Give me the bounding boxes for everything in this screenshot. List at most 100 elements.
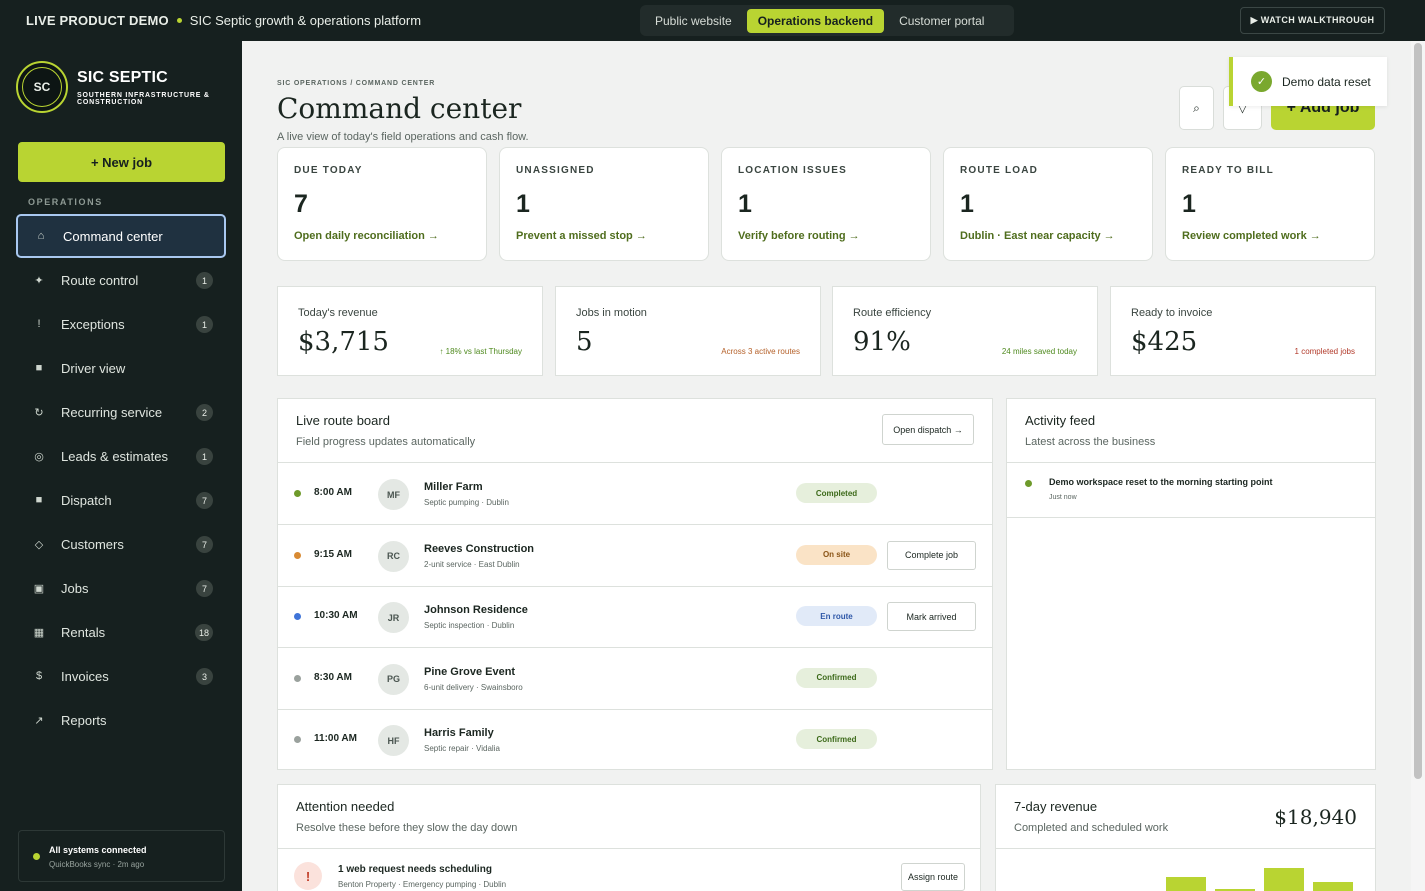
sidebar-item-command-center[interactable]: ⌂ Command center <box>16 214 226 258</box>
status-badge: Confirmed <box>796 667 877 688</box>
kpi-value: 1 <box>960 190 974 218</box>
sidebar-item-label: Leads & estimates <box>61 448 168 464</box>
status-dot <box>294 490 301 497</box>
view-operations-backend[interactable]: Operations backend <box>746 8 885 33</box>
sync-title: All systems connected <box>49 845 147 855</box>
divider <box>278 848 980 849</box>
kpi-card-due-today[interactable]: DUE TODAY 7 Open daily reconciliation → <box>277 147 487 261</box>
panel-subtitle: Field progress updates automatically <box>296 436 476 448</box>
sidebar-item-label: Customers <box>61 536 124 552</box>
sidebar-item-dispatch[interactable]: ■ Dispatch 7 <box>16 478 226 522</box>
stat-note: 1 completed jobs <box>1294 347 1355 356</box>
scrollbar-thumb[interactable] <box>1414 43 1422 779</box>
row-customer: Johnson Residence <box>424 604 528 616</box>
home-icon: ⌂ <box>37 230 45 242</box>
toast-text: Demo data reset <box>1282 74 1371 89</box>
divider <box>1007 462 1375 463</box>
divider <box>278 524 992 525</box>
kpi-card-location-issues[interactable]: LOCATION ISSUES 1 Verify before routing … <box>721 147 931 261</box>
row-customer: Pine Grove Event <box>424 665 516 678</box>
sidebar-item-route-control[interactable]: ✦ Route control 1 <box>16 258 226 302</box>
sidebar-item-rentals[interactable]: ▦ Rentals 18 <box>16 610 226 654</box>
sidebar-item-customers[interactable]: ◇ Customers 7 <box>16 522 226 566</box>
demo-label: LIVE PRODUCT DEMO <box>26 13 169 28</box>
count-badge: 3 <box>196 668 213 685</box>
table-row[interactable]: 10:30 AM JR Johnson Residence Septic inspec… <box>278 586 992 648</box>
divider <box>996 848 1375 849</box>
stat-value: 91% <box>853 327 911 357</box>
sync-status[interactable]: All systems connected QuickBooks sync · … <box>18 830 225 882</box>
table-row[interactable]: 11:00 AM HF Harris Family Septic repair · V… <box>278 709 992 771</box>
breadcrumb: SIC OPERATIONS / COMMAND CENTER <box>277 80 436 87</box>
kpi-card-ready-to-bill[interactable]: READY TO BILL 1 Review completed work → <box>1165 147 1375 261</box>
sidebar-item-label: Reports <box>61 712 107 728</box>
sync-status-dot <box>33 853 40 860</box>
table-row[interactable]: 9:15 AM RC Reeves Construction 2-unit servi… <box>278 525 992 587</box>
nav-section-label: OPERATIONS <box>28 197 103 207</box>
row-meta: Septic pumping · Dublin <box>424 498 509 507</box>
row-customer: Reeves Construction <box>424 542 535 555</box>
panel-subtitle: Completed and scheduled work <box>1014 822 1169 834</box>
kpi-card-unassigned[interactable]: UNASSIGNED 1 Prevent a missed stop → <box>499 147 709 261</box>
sidebar-item-leads-estimates[interactable]: ◎ Leads & estimates 1 <box>16 434 226 478</box>
avatar: PG <box>378 663 409 695</box>
complete-job-button[interactable]: Complete job <box>887 540 976 570</box>
count-badge: 2 <box>196 404 213 421</box>
count-badge: 1 <box>196 316 213 333</box>
kpi-link[interactable]: Prevent a missed stop → <box>516 230 647 242</box>
stat-card-revenue: Today's revenue $3,715 ↑ 18% vs last Thu… <box>277 286 543 376</box>
kpi-link[interactable]: Dublin · East near capacity → <box>960 230 1115 242</box>
count-badge: 1 <box>196 448 213 465</box>
kpi-value: 1 <box>516 190 530 218</box>
stat-note: Across 3 active routes <box>721 347 800 356</box>
search-icon: ⌕ <box>1193 100 1200 115</box>
attention-item-title: 1 web request needs scheduling <box>338 864 492 875</box>
kpi-link[interactable]: Verify before routing → <box>738 230 860 242</box>
kpi-value: 1 <box>1182 190 1196 218</box>
status-dot <box>294 613 301 620</box>
sidebar-item-reports[interactable]: ↗ Reports <box>16 698 226 742</box>
revenue-bar <box>1264 868 1304 891</box>
sidebar-item-recurring-service[interactable]: ↻ Recurring service 2 <box>16 390 226 434</box>
table-row[interactable]: 8:00 AM MF Miller Farm Septic pumping · Dub… <box>278 463 992 525</box>
brand-logo[interactable]: SC <box>16 61 68 113</box>
brand-name: SIC SEPTIC <box>77 69 168 86</box>
revenue-total: $18,940 <box>1274 805 1357 829</box>
mark-arrived-button[interactable]: Mark arrived <box>887 602 976 631</box>
attention-needed: Attention needed Resolve these before th… <box>277 784 981 891</box>
count-badge: 7 <box>196 492 213 509</box>
sidebar-item-jobs[interactable]: ▣ Jobs 7 <box>16 566 226 610</box>
panel-title: Live route board <box>296 413 390 428</box>
kpi-link[interactable]: Review completed work → <box>1182 230 1321 242</box>
table-row[interactable]: 8:30 AM PG Pine Grove Event 6-unit delivery… <box>278 648 992 710</box>
toast-notification: ✓ Demo data reset <box>1229 57 1387 106</box>
sidebar-item-label: Command center <box>63 228 163 244</box>
kpi-link[interactable]: Open daily reconciliation → <box>294 230 439 242</box>
revenue-bar <box>1215 889 1255 891</box>
view-public-website[interactable]: Public website <box>655 13 732 28</box>
stat-value: $425 <box>1131 327 1198 357</box>
sidebar-item-label: Invoices <box>61 668 109 684</box>
leads-icon: ◎ <box>34 450 44 463</box>
new-job-button[interactable]: + New job <box>18 142 225 182</box>
watch-walkthrough-button[interactable]: ▶ WATCH WALKTHROUGH <box>1240 7 1385 34</box>
banner-dot <box>176 18 182 23</box>
demo-banner: LIVE PRODUCT DEMO SIC Septic growth & op… <box>26 13 421 28</box>
status-badge: Completed <box>796 483 877 503</box>
kpi-card-route-load[interactable]: ROUTE LOAD 1 Dublin · East near capacity… <box>943 147 1153 261</box>
activity-time: Just now <box>1049 494 1077 501</box>
sidebar-item-invoices[interactable]: $ Invoices 3 <box>16 654 226 698</box>
page-scrollbar[interactable] <box>1411 41 1425 891</box>
banner-tagline: SIC Septic growth & operations platform <box>189 13 422 28</box>
jobs-icon: ▣ <box>33 582 45 595</box>
driver-icon: ■ <box>35 362 43 374</box>
sidebar-item-driver-view[interactable]: ■ Driver view <box>16 346 226 390</box>
sidebar-item-label: Recurring service <box>61 404 163 420</box>
status-badge: On site <box>796 544 877 565</box>
view-customer-portal[interactable]: Customer portal <box>899 13 985 28</box>
open-dispatch-button[interactable]: Open dispatch → <box>882 414 974 445</box>
assign-route-button[interactable]: Assign route <box>901 863 965 891</box>
search-button[interactable]: ⌕ <box>1179 86 1214 130</box>
count-badge: 7 <box>196 580 213 597</box>
sidebar-item-exceptions[interactable]: ! Exceptions 1 <box>16 302 226 346</box>
